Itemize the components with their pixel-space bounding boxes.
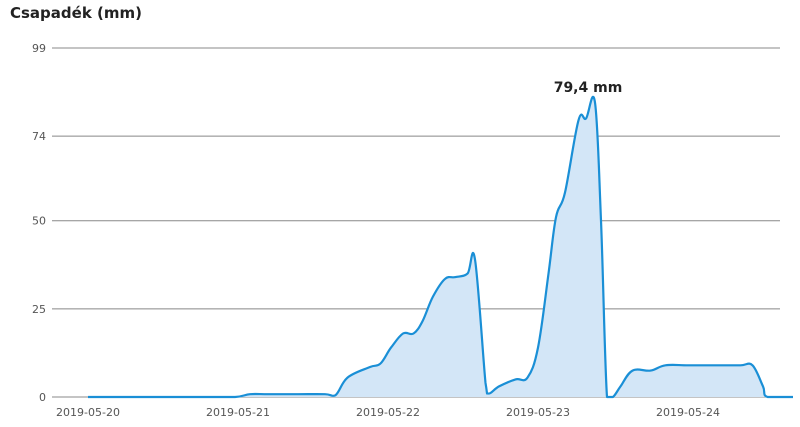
- x-axis-labels: 2019-05-20 2019-05-21 2019-05-22 2019-05-23…: [56, 406, 720, 419]
- series-fill: [88, 96, 793, 397]
- y-tick-label: 0: [39, 391, 46, 404]
- y-tick-label: 74: [32, 130, 46, 143]
- y-tick-label: 25: [32, 303, 46, 316]
- series-line: [88, 95, 793, 399]
- y-axis-labels: 0 25 50 74 99: [32, 42, 46, 404]
- annotations: 79,4 mm: [554, 80, 623, 96]
- y-tick-label: 99: [32, 42, 46, 55]
- x-tick-label: 2019-05-22: [356, 406, 420, 419]
- y-tick-label: 50: [32, 215, 46, 228]
- chart-title: Csapadék (mm): [10, 4, 142, 22]
- x-tick-label: 2019-05-20: [56, 406, 120, 419]
- x-tick-label: 2019-05-24: [656, 406, 720, 419]
- series-area: [88, 95, 793, 399]
- x-tick-label: 2019-05-21: [206, 406, 270, 419]
- peak-annotation: 79,4 mm: [554, 80, 623, 96]
- x-tick-label: 2019-05-23: [506, 406, 570, 419]
